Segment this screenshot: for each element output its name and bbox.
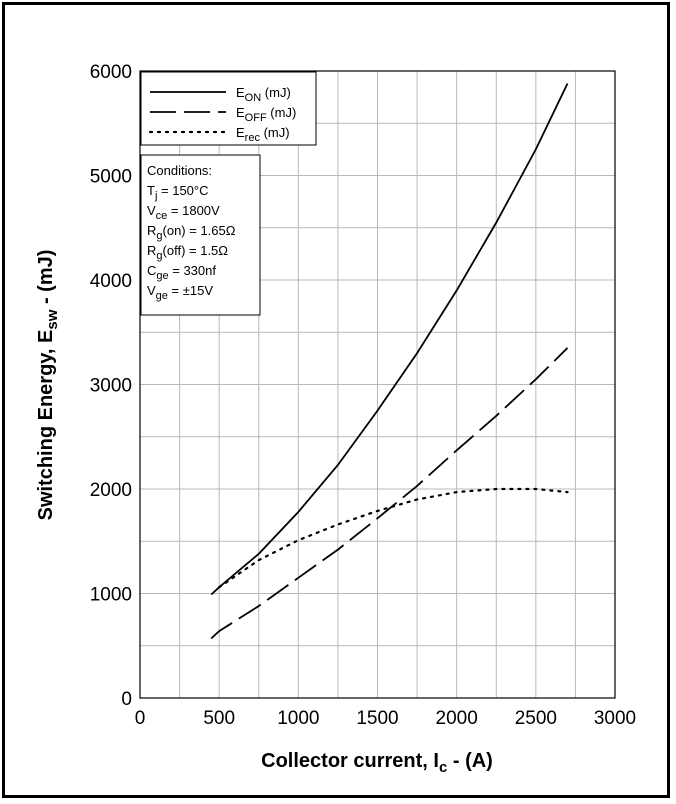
y-tick-label: 2000 xyxy=(90,480,132,501)
x-tick-label: 1000 xyxy=(277,708,319,729)
condition-line: Rg(on) = 1.65Ω xyxy=(147,223,236,242)
plot-area-border xyxy=(139,70,616,699)
condition-line: Cge = 330nf xyxy=(147,263,216,282)
series-line-off xyxy=(210,347,569,640)
x-axis-title: Collector current, Ic - (A) xyxy=(261,750,493,776)
legend-label-on: EON (mJ) xyxy=(236,85,291,104)
condition-line: Vge = ±15V xyxy=(147,283,213,302)
condition-line: Tj = 150°C xyxy=(147,183,209,202)
x-tick-label: 2000 xyxy=(436,708,478,729)
x-tick-label: 1500 xyxy=(356,708,398,729)
y-tick-label: 3000 xyxy=(90,376,132,397)
x-axis-title-sub: c xyxy=(439,759,447,776)
condition-line: Rg(off) = 1.5Ω xyxy=(147,243,228,262)
y-tick-label: 1000 xyxy=(90,585,132,606)
y-tick-label: 4000 xyxy=(90,271,132,292)
legend-label-rec: Erec (mJ) xyxy=(236,125,290,144)
y-tick-label: 0 xyxy=(121,689,132,710)
y-axis-title: Switching Energy, Esw - (mJ) xyxy=(35,250,61,521)
legend: EON (mJ)EOFF (mJ)Erec (mJ) xyxy=(140,71,317,146)
conditions-heading: Conditions: xyxy=(147,163,212,178)
condition-line: Vce = 1800V xyxy=(147,203,220,222)
conditions-border xyxy=(140,154,261,316)
x-tick-label: 3000 xyxy=(594,708,636,729)
series-line-rec xyxy=(218,487,569,589)
y-tick-labels: 0 1000 2000 3000 4000 5000 6000 xyxy=(90,62,132,710)
x-tick-label: 500 xyxy=(203,708,235,729)
y-tick-label: 5000 xyxy=(90,167,132,188)
legend-label-off: EOFF (mJ) xyxy=(236,105,296,124)
x-tick-label: 0 xyxy=(135,708,146,729)
chart-frame xyxy=(2,2,670,798)
y-tick-label: 6000 xyxy=(90,62,132,83)
x-tick-labels: 0 500 1000 1500 2000 2500 3000 xyxy=(135,708,636,729)
x-tick-label: 2500 xyxy=(515,708,557,729)
y-axis-title-sub: sw xyxy=(44,309,61,329)
series-lines xyxy=(210,83,569,640)
legend-box xyxy=(140,71,317,146)
series-line-on xyxy=(210,83,569,596)
